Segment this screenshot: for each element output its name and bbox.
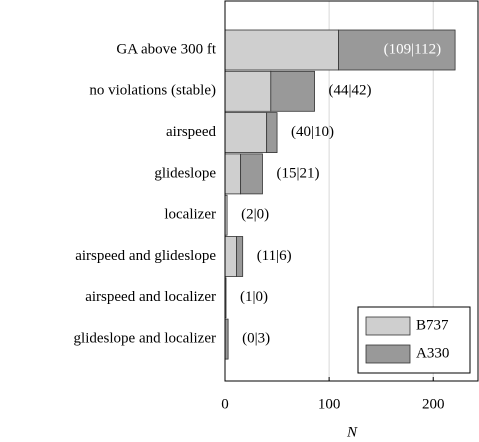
bar xyxy=(240,153,263,195)
legend-swatch xyxy=(365,344,411,364)
x-tick-label: 200 xyxy=(422,396,445,412)
bar xyxy=(224,29,339,71)
x-axis-label: N xyxy=(346,424,358,440)
bar xyxy=(236,236,244,277)
legend-swatch xyxy=(365,316,411,336)
bar xyxy=(338,29,456,71)
y-tick-label: glideslope xyxy=(154,165,216,181)
bar xyxy=(224,153,242,195)
bar xyxy=(266,112,278,153)
bar xyxy=(270,70,315,112)
legend-label: A330 xyxy=(416,345,449,361)
value-label: (1|0) xyxy=(240,289,268,305)
value-label: (44|42) xyxy=(329,83,372,99)
y-tick-label: glideslope and localizer xyxy=(74,331,216,347)
value-label: (11|6) xyxy=(257,248,292,264)
bar xyxy=(224,236,237,277)
y-tick-label: airspeed and localizer xyxy=(85,289,216,305)
y-tick-label: GA above 300 ft xyxy=(116,41,216,57)
legend-label: B737 xyxy=(416,317,449,333)
y-tick-label: airspeed and glideslope xyxy=(75,248,216,264)
y-tick-label: no violations (stable) xyxy=(89,83,216,99)
bar xyxy=(224,112,268,153)
bar xyxy=(224,70,272,112)
value-label: (40|10) xyxy=(291,124,334,140)
y-tick-label: localizer xyxy=(164,207,216,223)
value-label: (15|21) xyxy=(276,165,319,181)
x-tick-label: 0 xyxy=(221,396,229,412)
value-label: (0|3) xyxy=(242,331,270,347)
value-label: (2|0) xyxy=(241,207,269,223)
plot-frame xyxy=(224,0,479,382)
y-tick-label: airspeed xyxy=(166,124,216,140)
x-tick-label: 100 xyxy=(318,396,341,412)
value-label: (109|112) xyxy=(384,41,441,57)
